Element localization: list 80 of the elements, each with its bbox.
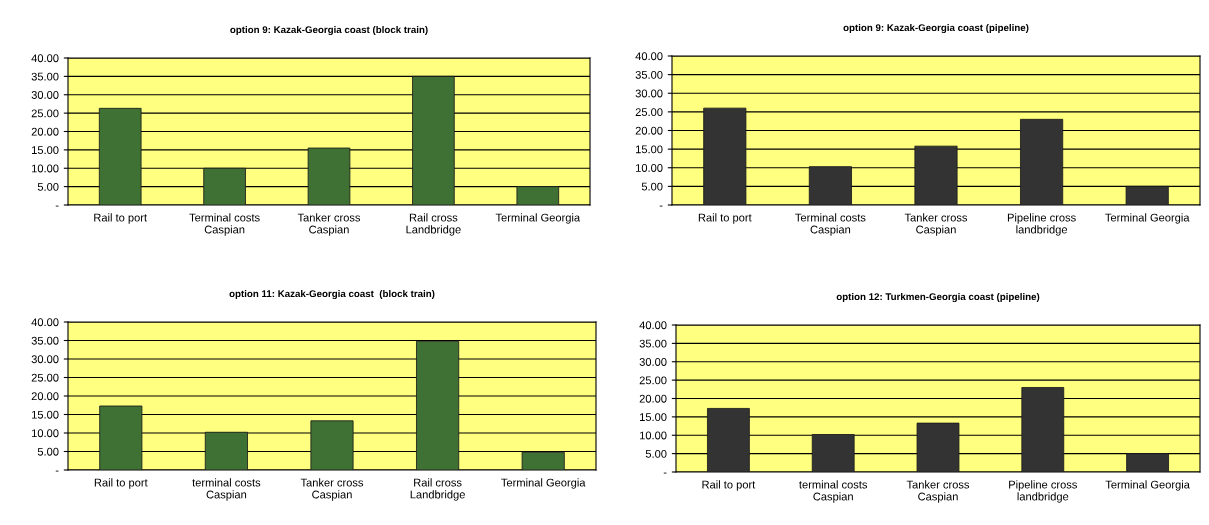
y-tick-label: 15.00 — [636, 145, 663, 154]
x-tick-label: Rail to port — [94, 478, 148, 489]
x-tick-label: terminal costs Caspian — [799, 480, 868, 503]
y-tick-label: 5.00 — [641, 182, 663, 191]
bar — [707, 408, 750, 472]
y-tick-label: - — [55, 205, 59, 207]
y-tick-label: 40.00 — [31, 318, 59, 327]
bar — [916, 422, 960, 472]
bar — [203, 167, 246, 205]
y-tick-label: 10.00 — [32, 429, 59, 438]
y-tick-label: - — [55, 470, 59, 472]
bar — [703, 107, 747, 205]
y-tick-label: 40.00 — [635, 52, 663, 61]
x-tick-label: Rail to port — [94, 213, 147, 224]
y-tick-label: 5.00 — [37, 182, 59, 191]
bar — [310, 420, 354, 470]
y-tick-label: 35.00 — [639, 339, 667, 348]
y-tick-label: 40.00 — [31, 54, 59, 63]
bar — [307, 147, 351, 205]
x-tick-label: Tanker cross Caspian — [906, 480, 970, 503]
bar — [98, 107, 142, 205]
x-tick-label: Rail cross Landbridge — [410, 478, 465, 501]
y-tick-label: 20.00 — [31, 127, 59, 136]
bar — [1020, 118, 1064, 205]
y-tick-label: 35.00 — [31, 336, 59, 345]
bar — [1125, 185, 1169, 205]
y-tick-label: 30.00 — [31, 355, 59, 364]
y-tick-label: 15.00 — [640, 413, 667, 422]
y-tick-label: 20.00 — [635, 126, 663, 135]
bar — [516, 186, 560, 205]
bar — [1021, 387, 1065, 472]
x-tick-label: Terminal Georgia — [1105, 213, 1190, 224]
x-tick-label: Terminal costs Caspian — [795, 213, 866, 236]
bar — [204, 431, 248, 470]
bar — [811, 434, 855, 472]
y-tick-label: 15.00 — [32, 410, 59, 419]
x-tick-label: Rail to port — [702, 480, 756, 491]
y-tick-label: 40.00 — [639, 321, 667, 330]
x-tick-label: Tanker cross Caspian — [300, 478, 364, 501]
chart-title: option 9: Kazak-Georgia coast (block train) — [230, 25, 428, 36]
y-tick-label: - — [659, 205, 663, 207]
bar — [416, 340, 460, 470]
x-tick-label: Terminal costs Caspian — [189, 213, 260, 236]
y-tick-label: 35.00 — [31, 72, 59, 81]
y-tick-label: 20.00 — [639, 394, 667, 403]
x-tick-label: Rail to port — [698, 213, 752, 224]
bar — [412, 75, 455, 205]
bar — [521, 451, 565, 470]
y-tick-label: 25.00 — [31, 373, 59, 382]
bar — [808, 166, 852, 205]
y-tick-label: 25.00 — [31, 109, 59, 118]
x-tick-label: Terminal Georgia — [501, 478, 586, 489]
y-tick-label: 15.00 — [32, 146, 59, 155]
chart-title: option 9: Kazak-Georgia coast (pipeline) — [843, 23, 1029, 34]
x-tick-label: Tanker cross Caspian — [297, 213, 361, 236]
bar — [99, 405, 143, 470]
chart-title: option 12: Turkmen-Georgia coast (pipeline) — [836, 292, 1040, 303]
y-tick-label: 10.00 — [636, 164, 663, 172]
y-tick-label: 25.00 — [639, 376, 667, 385]
x-tick-label: Tanker cross Caspian — [904, 213, 968, 236]
x-tick-label: Rail cross Landbridge — [406, 213, 461, 236]
y-tick-label: 35.00 — [635, 70, 663, 79]
y-tick-label: - — [663, 472, 667, 474]
y-tick-label: 30.00 — [635, 89, 663, 98]
y-tick-label: 10.00 — [640, 431, 667, 440]
y-tick-label: 30.00 — [639, 358, 667, 366]
chart-title: option 11: Kazak-Georgia coast (block train) — [229, 289, 435, 300]
y-tick-label: 25.00 — [635, 108, 663, 117]
bar — [1126, 453, 1169, 472]
x-tick-label: Pipeline cross landbridge — [1009, 480, 1077, 503]
x-tick-label: Pipeline cross landbridge — [1007, 213, 1076, 236]
y-tick-label: 5.00 — [645, 449, 667, 458]
y-tick-label: 20.00 — [31, 392, 59, 401]
x-tick-label: Terminal Georgia — [495, 213, 581, 224]
bar — [914, 145, 958, 205]
x-tick-label: Terminal Georgia — [1105, 480, 1190, 491]
y-tick-label: 10.00 — [32, 164, 59, 173]
y-tick-label: 5.00 — [37, 447, 59, 456]
y-tick-label: 30.00 — [31, 91, 59, 99]
x-tick-label: terminal costs Caspian — [192, 478, 261, 501]
